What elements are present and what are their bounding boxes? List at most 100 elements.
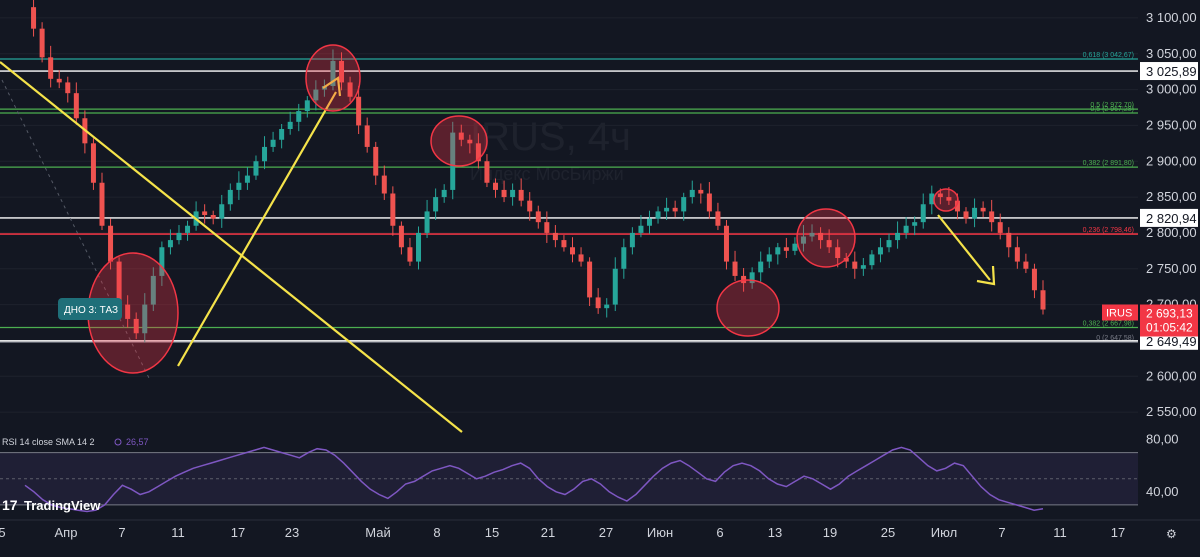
candle-body — [219, 204, 225, 219]
candle-body — [493, 182, 499, 190]
candle-body — [527, 200, 533, 212]
gear-icon[interactable]: ⚙ — [1166, 527, 1177, 541]
candle-body — [552, 232, 558, 241]
time-tick-label: Июл — [931, 525, 957, 540]
candle-body — [621, 247, 627, 269]
candle-body — [484, 161, 490, 183]
candle-body — [775, 247, 781, 255]
candle-body — [681, 197, 687, 212]
candle-body — [475, 143, 481, 162]
candle-body — [997, 222, 1003, 233]
time-tick-label: 15 — [485, 525, 499, 540]
time-tick-label: Июн — [647, 525, 673, 540]
candle-body — [698, 189, 704, 194]
rsi-axis-label: 40,00 — [1146, 484, 1179, 499]
rsi-axis-label: 80,00 — [1146, 432, 1179, 447]
price-tick-label: 3 100,00 — [1146, 10, 1197, 25]
candle-body — [90, 143, 96, 183]
candle-body — [347, 82, 353, 97]
fib-label: 0,618 (3 042,67) — [1083, 52, 1134, 59]
rsi-line — [24, 446, 1044, 513]
candle-body — [373, 146, 379, 176]
candle-body — [638, 225, 644, 233]
rsi-background — [0, 433, 1138, 518]
candle-body — [150, 275, 156, 305]
time-tick-label: 25 — [881, 525, 895, 540]
candle-body — [330, 60, 336, 86]
candle-body — [142, 304, 148, 334]
time-tick-label: 7 — [118, 525, 125, 540]
tradingview-logo[interactable]: 17 TradingView — [2, 497, 101, 513]
candle-body — [544, 222, 550, 233]
highlight-circle — [430, 115, 488, 167]
candle-body — [433, 197, 439, 212]
candle-body — [39, 28, 45, 58]
price-level-badge-text: 2 649,49 — [1146, 334, 1197, 349]
candle-body — [108, 225, 114, 262]
candle-body — [604, 304, 610, 309]
candle-body — [339, 60, 345, 83]
price-tick-label: 2 950,00 — [1146, 117, 1197, 132]
highlight-circle — [716, 279, 780, 337]
candle-body — [1023, 261, 1029, 269]
candle-body — [65, 82, 71, 94]
candle-body — [99, 182, 105, 226]
price-level-badge[interactable] — [1140, 62, 1198, 81]
price-tick-label: 2 600,00 — [1146, 368, 1197, 383]
candle-body — [903, 225, 909, 233]
price-tick-label: 2 750,00 — [1146, 261, 1197, 276]
candle-body — [723, 225, 729, 262]
fib-label: 0,382 (2 667,98) — [1083, 321, 1134, 328]
rsi-eye-icon[interactable] — [114, 438, 122, 446]
candle-body — [929, 193, 935, 205]
annotation-badge[interactable]: ДНО 3: ТАЗ — [58, 298, 122, 320]
candle-body — [1031, 268, 1037, 291]
time-axis[interactable]: 5 Апр 7 11 17 23 Май 8 15 21 27 Июн 6 13 19 25 Июл 7 11 17 — [0, 519, 1200, 552]
candle-body — [1006, 232, 1012, 248]
price-tick-label: 3 050,00 — [1146, 46, 1197, 61]
time-tick-label: 17 — [231, 525, 245, 540]
candle-body — [458, 132, 464, 140]
candle-body — [587, 261, 593, 298]
candle-body — [612, 268, 618, 305]
candle-body — [895, 232, 901, 241]
candle-body — [629, 232, 635, 248]
rsi-label[interactable]: RSI 14 close SMA 14 2 — [2, 437, 95, 447]
symbol-badge[interactable] — [1102, 304, 1138, 321]
candle-body — [398, 225, 404, 248]
time-tick-label: 11 — [1053, 525, 1067, 540]
candle-body — [356, 96, 362, 126]
candle-body — [972, 207, 978, 219]
candle-body — [912, 222, 918, 226]
last-price-badge[interactable] — [1140, 304, 1198, 337]
candle-body — [48, 57, 54, 79]
trend-arrow — [177, 91, 337, 367]
candle-body — [569, 247, 575, 255]
trend-arrow — [937, 214, 991, 281]
annotation-text: ДНО 3: ТАЗ — [64, 305, 118, 316]
candle-body — [416, 232, 422, 262]
rsi-pane[interactable]: RSI 14 close SMA 14 2 26,57 80,00 40,00 — [0, 432, 1200, 518]
candle-body — [31, 7, 37, 29]
candle-body — [715, 211, 721, 226]
price-tick-label: 2 800,00 — [1146, 225, 1197, 240]
candle-body — [244, 175, 250, 183]
time-axis-bg — [0, 520, 1200, 552]
price-level-badge[interactable] — [1140, 208, 1198, 227]
time-tick-label: 5 — [0, 525, 6, 540]
candle-body — [116, 261, 122, 305]
candle-body — [1040, 290, 1046, 310]
highlight-circle — [796, 208, 856, 268]
candle-body — [792, 243, 798, 251]
tradingview-logo-icon: 17 — [2, 497, 18, 513]
candle-body — [313, 89, 319, 101]
candle-body — [236, 182, 242, 190]
candle-body — [980, 207, 986, 212]
candle-body — [818, 232, 824, 241]
candle-body — [253, 161, 259, 176]
candle-body — [159, 247, 165, 276]
symbol-badge-text: IRUS — [1106, 308, 1132, 320]
candle-body — [946, 197, 952, 201]
